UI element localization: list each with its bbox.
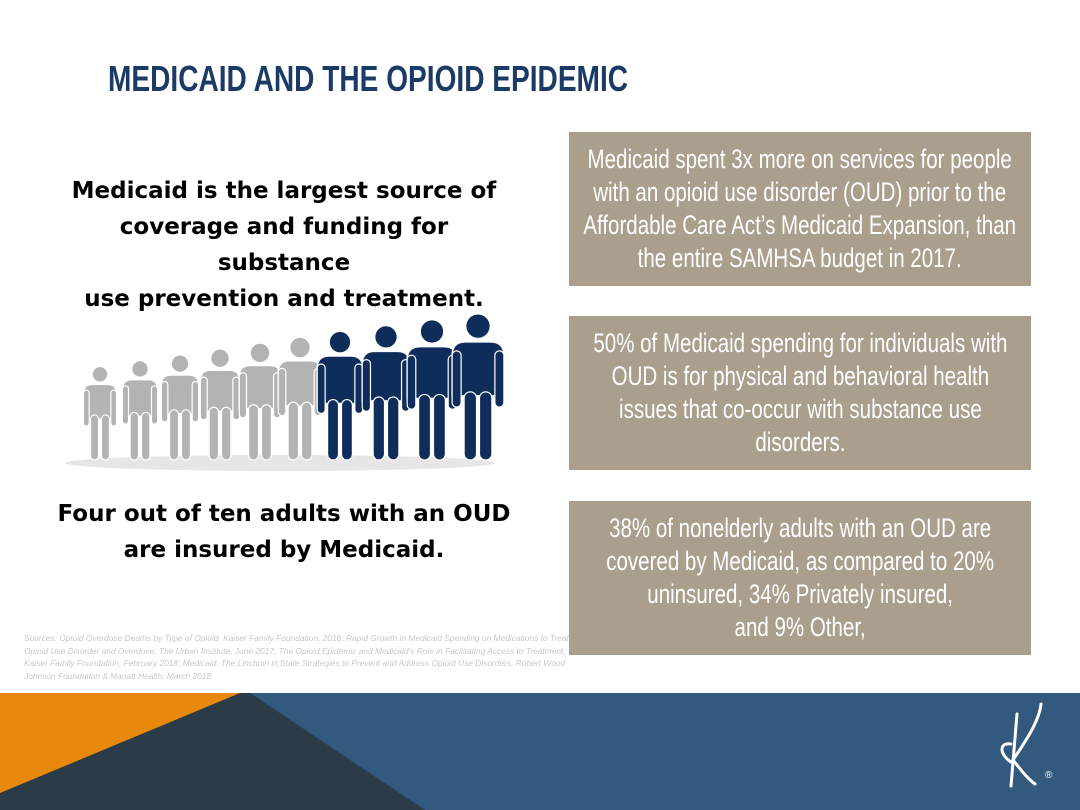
fact-box-spending: Medicaid spent 3x more on services for p… [569, 132, 1031, 286]
person-figure-highlighted [406, 318, 458, 461]
fact-line: Medicaid spent 3x more on services for p… [587, 144, 1013, 174]
person-figure [238, 342, 282, 461]
fact-line: OUD is for physical and behavioral healt… [611, 361, 989, 391]
fact-line: 50% of Medicaid spending for individuals… [592, 328, 1008, 358]
lead-top-line: use prevention and treatment. [84, 286, 484, 312]
fact-line: 38% of nonelderly adults with an OUD are [608, 513, 992, 543]
fact-line: covered by Medicaid, as compared to 20% [606, 546, 994, 576]
fact-line: Affordable Care Act’s Medicaid Expansion… [583, 210, 1017, 240]
footer-orange-shape [0, 693, 240, 793]
person-figure-highlighted [361, 324, 411, 461]
registered-mark: ® [1045, 770, 1053, 781]
k-monogram-logo-icon: ® [1000, 702, 1053, 788]
lead-bottom-line: are insured by Medicaid. [123, 537, 445, 563]
lead-statement-bottom: Four out of ten adults with an OUD are i… [50, 496, 518, 568]
fact-box-coverage: 38% of nonelderly adults with an OUD are… [569, 501, 1031, 655]
person-figure-highlighted [451, 313, 505, 461]
slide-title: MEDICAID AND THE OPIOID EPIDEMIC [108, 58, 629, 99]
lead-top-line: Medicaid is the largest source of [71, 178, 497, 204]
person-figure [199, 348, 241, 461]
person-figure [121, 359, 159, 461]
fact-line: issues that co-occur with substance use [618, 394, 982, 424]
fact-line: disorders. [754, 427, 846, 457]
lead-bottom-line: Four out of ten adults with an OUD [57, 501, 511, 527]
person-figure [82, 365, 118, 461]
lead-top-line: coverage and funding for substance [119, 214, 449, 276]
person-figure [277, 336, 323, 461]
sources-footnote: Sources: Opioid Overdose Deaths by Type … [24, 633, 569, 681]
fact-line: uninsured, 34% Privately insured, [647, 579, 953, 609]
fact-box-cooccurring: 50% of Medicaid spending for individuals… [569, 316, 1031, 470]
footer-band [0, 693, 1080, 810]
fact-line: and 9% Other, [734, 612, 866, 642]
people-illustration [65, 313, 505, 471]
fact-line: with an opioid use disorder (OUD) prior … [593, 177, 1007, 207]
fact-line: the entire SAMHSA budget in 2017. [638, 243, 962, 273]
person-figure-highlighted [316, 330, 364, 461]
lead-statement-top: Medicaid is the largest source of covera… [50, 173, 518, 317]
person-figure [160, 353, 200, 461]
people-shadow [65, 455, 495, 471]
